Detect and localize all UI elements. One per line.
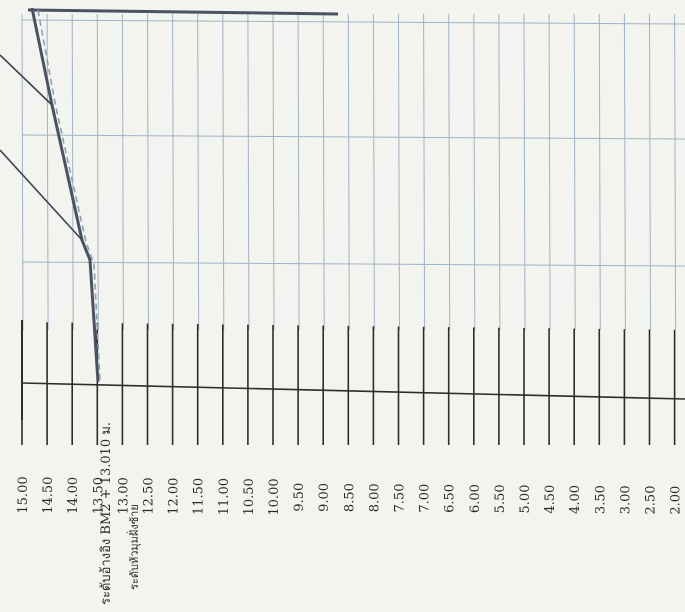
grid-vertical-line <box>197 13 200 331</box>
grid-vertical-line <box>121 13 124 331</box>
grid-vertical-line <box>147 13 149 331</box>
grid-vertical-line <box>598 13 601 331</box>
elevation-label: 7.00 <box>418 484 433 513</box>
elevation-label: 3.00 <box>618 485 633 514</box>
grid-vertical-line <box>372 13 375 331</box>
dark-scale-lines <box>21 322 676 445</box>
grid-vertical-line <box>46 13 49 331</box>
grid-vertical-line <box>423 13 426 331</box>
elevation-label: 15.00 <box>16 476 31 513</box>
grid-vertical-line <box>247 13 250 331</box>
elevation-label: 2.00 <box>669 486 684 515</box>
grid-vertical-line <box>21 13 24 331</box>
elevation-label: 9.50 <box>292 483 307 512</box>
grid-vertical-line <box>473 13 476 331</box>
elevation-label: 3.50 <box>593 485 608 514</box>
elevation-label: 2.50 <box>644 486 659 515</box>
elevation-labels: 15.00 14.50 14.00 13.50 13.00 12.50 12.00 11.50… <box>16 476 684 515</box>
elevation-label: 9.00 <box>317 483 332 512</box>
top-edge-line <box>27 8 339 16</box>
grid-vertical-line <box>71 13 74 331</box>
grid-vertical-line <box>649 13 651 331</box>
light-grid-lines <box>21 13 685 331</box>
elevation-label: 6.50 <box>443 484 458 513</box>
profile-lines <box>0 7 685 420</box>
benchmark-label: ระดับอ้างอิง BM2 + 13.010 ม. <box>99 422 114 605</box>
grid-vertical-line <box>498 13 501 331</box>
elevation-label: 5.00 <box>518 485 533 514</box>
elevation-label: 13.00 <box>116 477 131 514</box>
grid-horizontal-line <box>21 19 685 25</box>
grid-vertical-line <box>272 13 275 331</box>
grid-vertical-line <box>623 13 626 331</box>
grid-vertical-line <box>548 13 551 331</box>
elevation-label: 4.00 <box>568 485 583 514</box>
elevation-label: 11.00 <box>217 478 232 515</box>
elevation-label: 5.50 <box>493 484 508 513</box>
elevation-label: 8.00 <box>367 483 382 512</box>
grid-vertical-line <box>322 13 325 331</box>
grid-vertical-line <box>172 13 175 331</box>
elevation-label: 10.00 <box>267 478 282 515</box>
grid-vertical-line <box>96 13 99 331</box>
grid-vertical-line <box>398 13 400 331</box>
elevation-label: 12.50 <box>142 477 157 514</box>
elevation-label: 10.50 <box>242 478 257 515</box>
elevation-label: 6.00 <box>468 484 483 513</box>
grid-horizontal-line <box>21 134 685 140</box>
grid-vertical-line <box>297 13 300 331</box>
grid-vertical-line <box>523 13 526 331</box>
grid-horizontal-line <box>21 261 685 267</box>
elevation-label: 8.50 <box>342 483 357 512</box>
elevation-label: 14.50 <box>41 477 56 514</box>
elevation-label: 7.50 <box>393 484 408 513</box>
leader-line-lower <box>0 149 83 241</box>
base-line <box>21 382 685 400</box>
elevation-label: 13.50 <box>91 477 106 514</box>
grid-vertical-line <box>573 13 576 331</box>
datum-label: ระดับหัวมุมฝั่งซ้าย <box>126 504 141 590</box>
grid-vertical-line <box>448 13 451 331</box>
leader-line-upper <box>0 54 53 106</box>
grid-vertical-line <box>674 13 677 331</box>
elevation-label: 4.50 <box>543 485 558 514</box>
elevation-label: 11.50 <box>192 478 207 515</box>
grid-vertical-line <box>347 13 350 331</box>
elevation-label: 12.00 <box>167 478 182 515</box>
elevation-label: 14.00 <box>66 477 81 514</box>
grid-vertical-line <box>222 13 225 331</box>
